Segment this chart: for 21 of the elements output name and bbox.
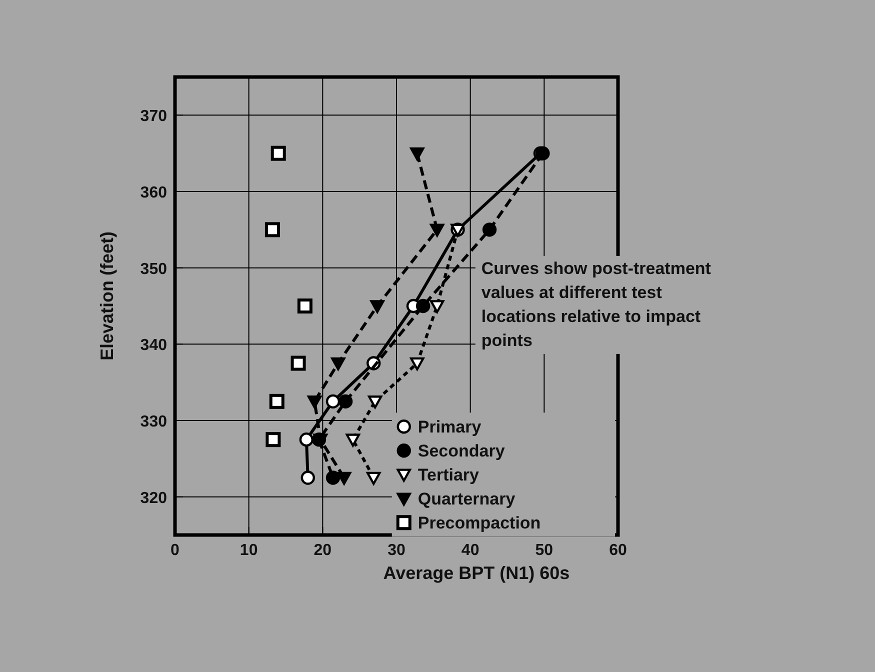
annotation: Curves show post-treatment values at different test locations relative to impact points [481, 258, 712, 350]
y-tick-label: 320 [140, 490, 168, 507]
legend-label: Primary [418, 418, 482, 437]
y-tick-label: 370 [140, 108, 168, 126]
x-tick-label: 50 [535, 542, 554, 559]
x-tick-label: 20 [314, 542, 332, 559]
x-tick-label: 60 [609, 542, 627, 559]
y-tick-label: 350 [140, 260, 168, 278]
y-tick-label: 330 [140, 414, 168, 430]
x-tick-label: 10 [240, 542, 258, 559]
x-tick-label: 40 [461, 542, 480, 559]
y-tick-label: 360 [140, 184, 168, 202]
y-tick-label: 340 [140, 337, 168, 354]
legend-label: Precompaction [418, 514, 541, 533]
x-tick-label: 0 [170, 542, 180, 559]
x-axis-title: Average BPT (N1) 60s [383, 563, 570, 583]
legend-label: Secondary [418, 442, 506, 461]
legend-label: Tertiary [418, 466, 480, 485]
x-tick-label: 30 [388, 542, 406, 559]
y-axis-title: Elevation (feet) [97, 231, 117, 361]
legend-label: Quarternary [418, 490, 516, 509]
